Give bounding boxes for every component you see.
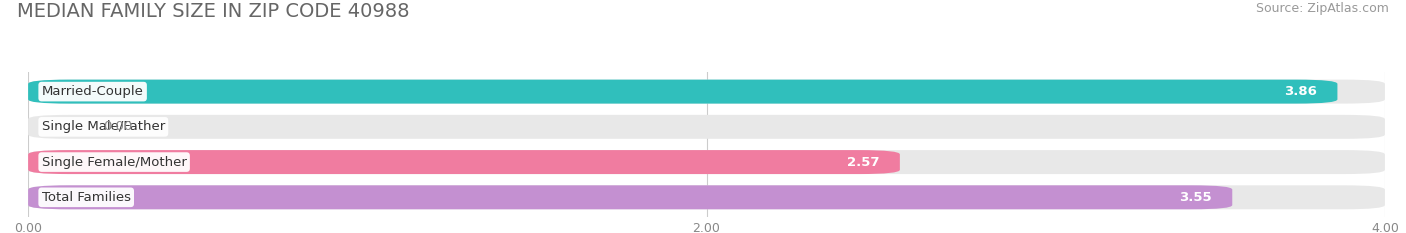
Text: 0.00: 0.00 [103, 120, 132, 133]
FancyBboxPatch shape [28, 150, 900, 174]
FancyBboxPatch shape [28, 80, 1385, 104]
FancyBboxPatch shape [28, 185, 1232, 209]
Text: Single Male/Father: Single Male/Father [42, 120, 165, 133]
Text: MEDIAN FAMILY SIZE IN ZIP CODE 40988: MEDIAN FAMILY SIZE IN ZIP CODE 40988 [17, 2, 409, 21]
Text: Total Families: Total Families [42, 191, 131, 204]
Text: Source: ZipAtlas.com: Source: ZipAtlas.com [1256, 2, 1389, 15]
Text: Single Female/Mother: Single Female/Mother [42, 156, 187, 169]
Text: 3.55: 3.55 [1180, 191, 1212, 204]
Text: 2.57: 2.57 [846, 156, 880, 169]
FancyBboxPatch shape [28, 115, 1385, 139]
FancyBboxPatch shape [28, 185, 1385, 209]
FancyBboxPatch shape [28, 150, 1385, 174]
Text: 3.86: 3.86 [1284, 85, 1317, 98]
Text: Married-Couple: Married-Couple [42, 85, 143, 98]
FancyBboxPatch shape [28, 80, 1337, 104]
